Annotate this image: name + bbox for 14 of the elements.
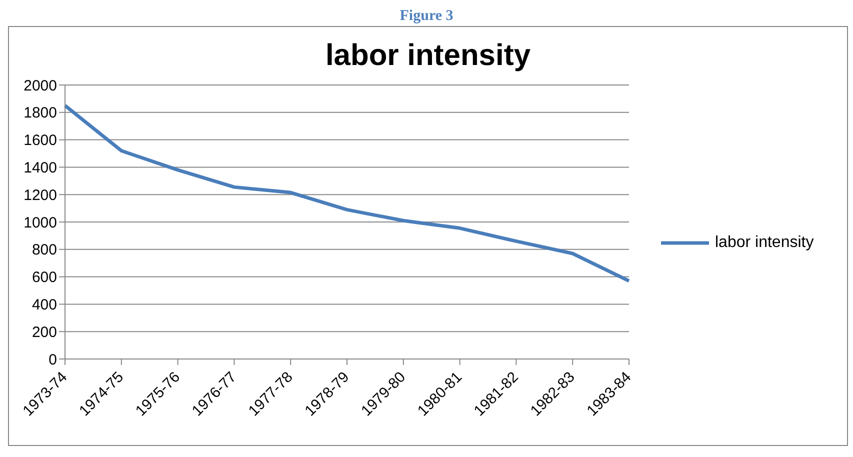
- chart-title: labor intensity: [324, 39, 532, 74]
- y-tick-label: 400: [32, 296, 57, 314]
- y-tick-label: 1800: [24, 104, 57, 122]
- y-tick-label: 800: [32, 242, 57, 259]
- legend-label: labor intensity: [715, 234, 814, 252]
- y-tick-label: 0: [48, 351, 57, 368]
- y-tick-label: 600: [32, 269, 57, 286]
- y-tick-label: 1000: [24, 214, 57, 232]
- y-tick-label: 200: [32, 324, 57, 341]
- caption: Figure 3: [400, 8, 454, 24]
- y-tick-label: 1200: [24, 186, 57, 204]
- y-tick-label: 1400: [24, 160, 57, 177]
- y-tick-label: 1600: [24, 132, 57, 150]
- y-tick-label: 2000: [24, 77, 57, 94]
